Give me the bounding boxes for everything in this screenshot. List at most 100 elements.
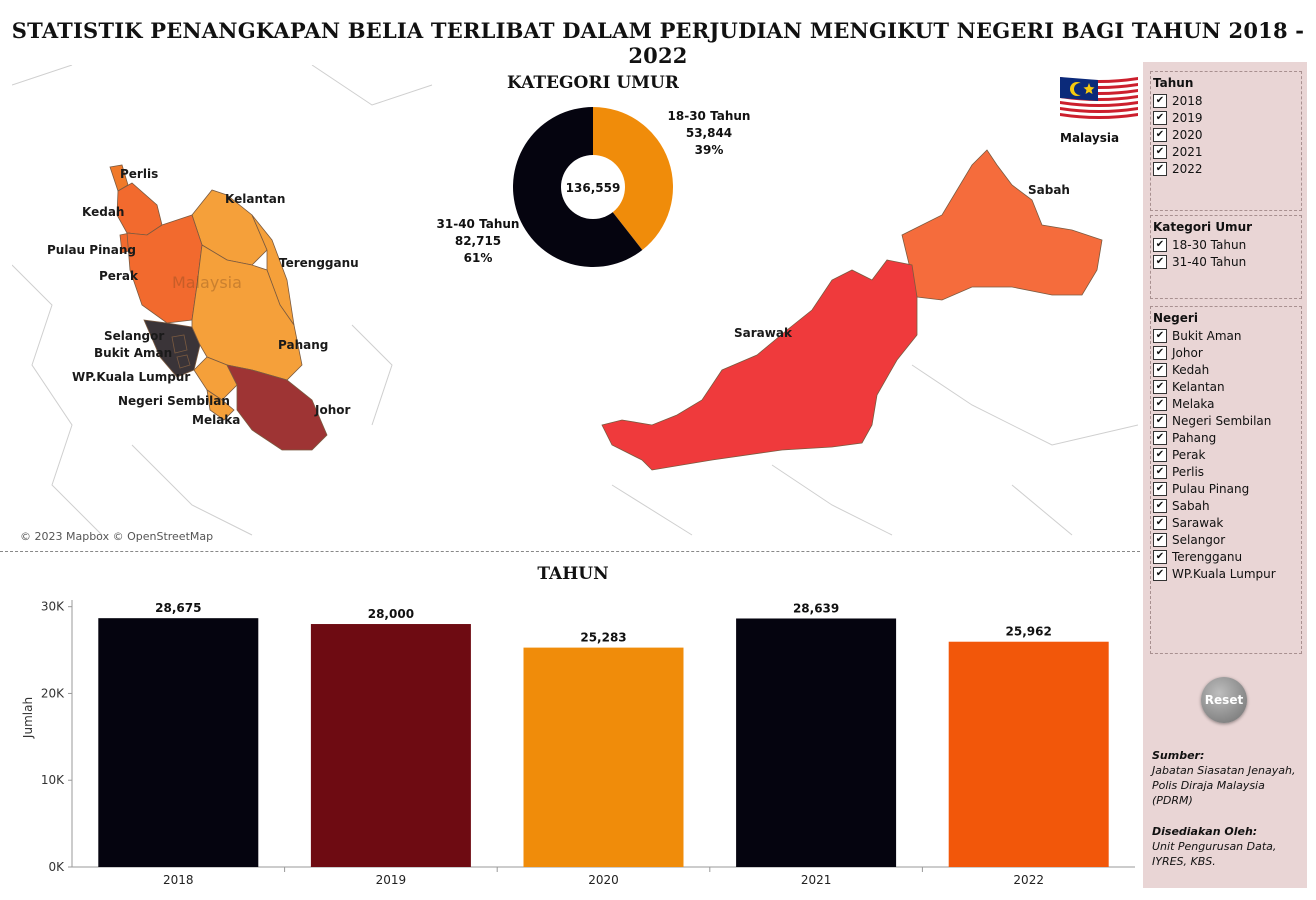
map-label-johor: Johor [315, 403, 351, 417]
filter-option-label: 2022 [1172, 161, 1203, 176]
filter-option-tahun-1[interactable]: ✔ 2019 [1151, 109, 1301, 126]
page-title: STATISTIK PENANGKAPAN BELIA TERLIBAT DAL… [11, 18, 1305, 68]
filter-option-label: Bukit Aman [1172, 328, 1242, 343]
map-canvas[interactable] [12, 65, 1138, 547]
filter-option-kategori-1[interactable]: ✔ 31-40 Tahun [1151, 253, 1301, 270]
filter-option-negeri-7[interactable]: ✔ Perak [1151, 446, 1301, 463]
filter-option-kategori-0[interactable]: ✔ 18-30 Tahun [1151, 236, 1301, 253]
checkbox-checked-icon[interactable]: ✔ [1153, 549, 1167, 564]
bar-2020[interactable] [523, 647, 684, 867]
filter-tahun: Tahun ✔ 2018 ✔ 2019 ✔ 2020 ✔ 2021 ✔ 2022 [1150, 71, 1302, 211]
checkbox-checked-icon[interactable]: ✔ [1153, 464, 1167, 479]
filter-option-label: Perlis [1172, 464, 1205, 479]
bar-value-label: 28,639 [793, 601, 839, 615]
checkbox-checked-icon[interactable]: ✔ [1153, 110, 1167, 125]
map-label-terengganu: Terengganu [279, 256, 359, 270]
checkbox-checked-icon[interactable]: ✔ [1153, 430, 1167, 445]
filter-option-label: Sarawak [1172, 515, 1224, 530]
bar-2019[interactable] [310, 624, 471, 867]
state-johor[interactable] [226, 364, 328, 451]
section-divider [0, 551, 1140, 552]
state-sabah[interactable] [901, 149, 1103, 301]
filter-option-tahun-3[interactable]: ✔ 2021 [1151, 143, 1301, 160]
bar-2022[interactable] [948, 641, 1109, 867]
checkbox-checked-icon[interactable]: ✔ [1153, 498, 1167, 513]
checkbox-checked-icon[interactable]: ✔ [1153, 447, 1167, 462]
x-tick-label: 2021 [801, 873, 832, 887]
filter-option-negeri-8[interactable]: ✔ Perlis [1151, 463, 1301, 480]
state-sarawak[interactable] [601, 259, 918, 471]
checkbox-checked-icon[interactable]: ✔ [1153, 345, 1167, 360]
filter-option-label: Kelantan [1172, 379, 1225, 394]
map-label-negeri-sembilan: Negeri Sembilan [118, 394, 230, 408]
filter-negeri: Negeri ✔ Bukit Aman ✔ Johor ✔ Kedah ✔ Kelantan ✔… [1150, 306, 1302, 654]
bar-value-label: 28,675 [155, 601, 201, 615]
filter-option-negeri-1[interactable]: ✔ Johor [1151, 344, 1301, 361]
checkbox-checked-icon[interactable]: ✔ [1153, 144, 1167, 159]
map-label-pahang: Pahang [278, 338, 329, 352]
filter-option-negeri-11[interactable]: ✔ Sarawak [1151, 514, 1301, 531]
filter-option-label: Kedah [1172, 362, 1210, 377]
filter-option-negeri-5[interactable]: ✔ Negeri Sembilan [1151, 412, 1301, 429]
filter-option-label: Selangor [1172, 532, 1226, 547]
filter-option-negeri-0[interactable]: ✔ Bukit Aman [1151, 327, 1301, 344]
filter-option-negeri-13[interactable]: ✔ Terengganu [1151, 548, 1301, 565]
filter-option-tahun-2[interactable]: ✔ 2020 [1151, 126, 1301, 143]
bar-2018[interactable] [98, 618, 259, 867]
filter-option-label: Johor [1172, 345, 1203, 360]
prepared-by-text: Unit Pengurusan Data, IYRES, KBS. [1152, 840, 1277, 868]
filter-option-tahun-4[interactable]: ✔ 2022 [1151, 160, 1301, 177]
filter-option-negeri-12[interactable]: ✔ Selangor [1151, 531, 1301, 548]
x-tick-label: 2020 [588, 873, 619, 887]
y-axis-label: Jumlah [21, 697, 35, 739]
map-label-perlis: Perlis [120, 167, 159, 181]
state-melaka[interactable] [206, 389, 235, 421]
filter-option-negeri-9[interactable]: ✔ Pulau Pinang [1151, 480, 1301, 497]
checkbox-checked-icon[interactable]: ✔ [1153, 396, 1167, 411]
state-wp-kuala-lumpur[interactable] [176, 354, 191, 369]
checkbox-checked-icon[interactable]: ✔ [1153, 254, 1167, 269]
filter-option-negeri-6[interactable]: ✔ Pahang [1151, 429, 1301, 446]
state-bukit-aman[interactable] [171, 334, 188, 354]
filter-option-label: Pulau Pinang [1172, 481, 1250, 496]
x-tick-label: 2022 [1013, 873, 1044, 887]
map-label-pulau-pinang: Pulau Pinang [47, 243, 136, 257]
checkbox-checked-icon[interactable]: ✔ [1153, 379, 1167, 394]
checkbox-checked-icon[interactable]: ✔ [1153, 161, 1167, 176]
checkbox-checked-icon[interactable]: ✔ [1153, 532, 1167, 547]
map-attribution[interactable]: © 2023 Mapbox © OpenStreetMap [20, 530, 214, 543]
checkbox-checked-icon[interactable]: ✔ [1153, 127, 1167, 142]
checkbox-checked-icon[interactable]: ✔ [1153, 566, 1167, 581]
checkbox-checked-icon[interactable]: ✔ [1153, 362, 1167, 377]
filter-sidebar: Tahun ✔ 2018 ✔ 2019 ✔ 2020 ✔ 2021 ✔ 2022 Kategori… [1143, 62, 1307, 888]
filter-kategori-umur: Kategori Umur ✔ 18-30 Tahun ✔ 31-40 Tahun [1150, 215, 1302, 299]
checkbox-checked-icon[interactable]: ✔ [1153, 328, 1167, 343]
filter-option-negeri-14[interactable]: ✔ WP.Kuala Lumpur [1151, 565, 1301, 582]
filter-option-negeri-2[interactable]: ✔ Kedah [1151, 361, 1301, 378]
donut-seg-value: 82,715 [454, 234, 502, 248]
donut-segment-0[interactable] [593, 107, 673, 250]
reset-button[interactable]: Reset [1201, 677, 1247, 723]
map-label-kelantan: Kelantan [225, 192, 286, 206]
malaysia-map[interactable]: Perlis Kedah Kelantan Pulau Pinang Teren… [12, 65, 1138, 547]
malaysia-flag-icon [1060, 77, 1138, 120]
filter-option-negeri-3[interactable]: ✔ Kelantan [1151, 378, 1301, 395]
filter-option-negeri-10[interactable]: ✔ Sabah [1151, 497, 1301, 514]
bar-2021[interactable] [736, 618, 897, 867]
checkbox-checked-icon[interactable]: ✔ [1153, 515, 1167, 530]
map-label-perak: Perak [99, 269, 138, 283]
checkbox-checked-icon[interactable]: ✔ [1153, 93, 1167, 108]
filter-option-label: 18-30 Tahun [1172, 237, 1247, 252]
filter-option-label: Perak [1172, 447, 1206, 462]
map-label-sabah: Sabah [1028, 183, 1070, 197]
filter-option-tahun-0[interactable]: ✔ 2018 [1151, 92, 1301, 109]
filter-option-negeri-4[interactable]: ✔ Melaka [1151, 395, 1301, 412]
checkbox-checked-icon[interactable]: ✔ [1153, 237, 1167, 252]
donut-seg-label: 18-30 Tahun [667, 109, 751, 123]
x-tick-label: 2019 [376, 873, 407, 887]
year-bar-chart: 0K 10K 20K 30K Jumlah 28,675 2018 28,000 2019 25… [21, 600, 1135, 887]
bar-value-label: 28,000 [368, 607, 414, 621]
checkbox-checked-icon[interactable]: ✔ [1153, 481, 1167, 496]
map-label-melaka: Melaka [192, 413, 241, 427]
checkbox-checked-icon[interactable]: ✔ [1153, 413, 1167, 428]
